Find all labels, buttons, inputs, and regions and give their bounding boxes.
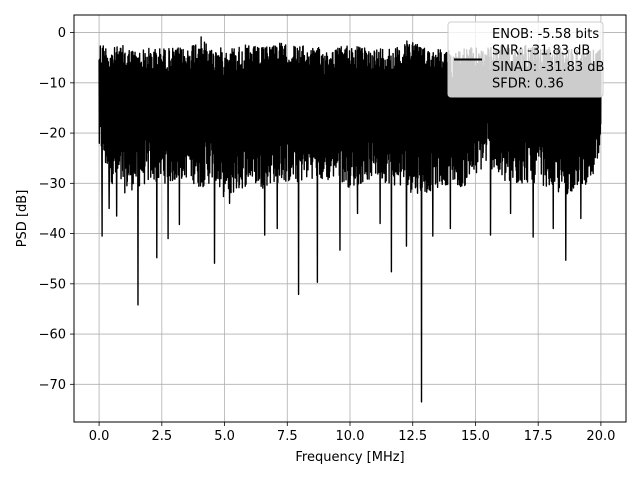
y-tick-label: −40 — [39, 227, 66, 242]
y-tick-label: −60 — [39, 328, 66, 343]
x-tick-label: 12.5 — [398, 429, 427, 444]
x-tick-label: 7.5 — [277, 429, 298, 444]
y-tick-label: −50 — [39, 277, 66, 292]
y-tick-label: −20 — [39, 127, 66, 142]
x-axis: 0.0 2.5 5.0 7.5 10.0 12.5 15.0 17.5 20.0 — [89, 422, 615, 444]
x-tick-label: 15.0 — [461, 429, 490, 444]
x-tick-label: 0.0 — [89, 429, 110, 444]
x-tick-label: 5.0 — [214, 429, 235, 444]
legend-enob: ENOB: -5.58 bits — [492, 27, 599, 42]
y-tick-label: −10 — [39, 76, 66, 91]
legend-snr: SNR: -31.83 dB — [492, 44, 590, 59]
legend-sfdr: SFDR: 0.36 — [492, 77, 564, 92]
x-tick-label: 2.5 — [151, 429, 172, 444]
x-tick-label: 20.0 — [586, 429, 615, 444]
y-tick-label: −30 — [39, 177, 66, 192]
legend-box — [447, 21, 604, 98]
y-axis: 0 −10 −20 −30 −40 −50 −60 −70 — [39, 26, 74, 393]
y-axis-label: PSD [dB] — [15, 190, 30, 248]
legend: ENOB: -5.58 bits SNR: -31.83 dB SINAD: -… — [447, 21, 604, 98]
x-tick-label: 10.0 — [336, 429, 365, 444]
y-tick-label: 0 — [58, 26, 66, 41]
y-tick-label: −70 — [39, 378, 66, 393]
x-axis-label: Frequency [MHz] — [295, 450, 404, 465]
x-tick-label: 17.5 — [524, 429, 553, 444]
legend-sinad: SINAD: -31.83 dB — [492, 60, 604, 75]
